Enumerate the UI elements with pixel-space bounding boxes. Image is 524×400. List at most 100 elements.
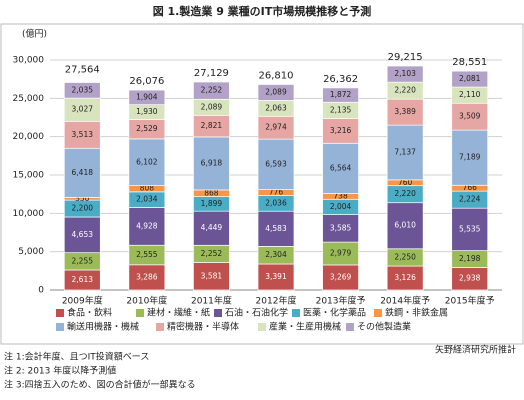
legend-swatch — [156, 323, 164, 331]
x-tick-label: 2013年度予 — [316, 295, 366, 307]
data-label: 2,252 — [201, 249, 223, 258]
data-label: 2,063 — [265, 103, 287, 112]
bar-segment — [386, 202, 424, 250]
legend-label: 産業・生産用機械 — [269, 321, 341, 333]
bar-segment — [451, 70, 489, 88]
legend-swatch — [136, 309, 144, 317]
legend-label: 建材・繊維・紙 — [147, 307, 210, 319]
data-label: 2,089 — [265, 87, 287, 96]
data-label: 2,821 — [201, 121, 223, 130]
legend-label: 医薬・化学薬品 — [303, 307, 366, 319]
data-label: 2,034 — [136, 195, 158, 204]
data-label: 2,304 — [265, 250, 287, 259]
data-label: 808 — [140, 184, 155, 193]
total-label: 26,362 — [323, 74, 358, 85]
data-label: 868 — [204, 188, 219, 197]
data-label: 2,035 — [72, 85, 94, 94]
bar-segment — [386, 65, 424, 83]
total-label: 27,564 — [65, 65, 100, 76]
data-label: 3,286 — [136, 272, 158, 281]
bar-segment — [63, 82, 101, 99]
legend-label: 食品・飲料 — [67, 307, 112, 319]
data-label: 350 — [75, 194, 90, 203]
data-label: 4,583 — [265, 224, 287, 233]
chart-title: 図 1.製造業 9 業種のIT市場規模推移と予測 — [153, 4, 372, 18]
bar-segment — [128, 89, 166, 106]
data-label: 3,389 — [394, 107, 416, 116]
legend-swatch — [56, 309, 64, 317]
bar-segment — [322, 118, 359, 144]
data-label: 2,110 — [459, 90, 481, 99]
data-label: 3,509 — [459, 112, 481, 121]
data-label: 7,189 — [459, 153, 481, 162]
bar-segment — [63, 120, 101, 149]
data-label: 3,216 — [330, 126, 352, 135]
data-label: 2,938 — [459, 274, 481, 283]
note: 注 3:四捨五入のため、図の合計値が一部異なる — [4, 379, 196, 391]
data-label: 2,224 — [459, 195, 481, 204]
data-label: 1,899 — [201, 199, 223, 208]
data-label: 3,581 — [201, 271, 223, 280]
data-label: 2,103 — [394, 69, 416, 78]
bar-segment — [257, 138, 295, 190]
bar-segment — [257, 210, 295, 247]
data-label: 6,418 — [72, 168, 94, 177]
bar-segment — [193, 136, 230, 191]
legend-swatch — [214, 309, 222, 317]
data-label: 3,126 — [394, 273, 416, 282]
data-label: 6,593 — [265, 159, 287, 168]
bar-segment — [451, 129, 489, 186]
total-label: 26,076 — [129, 76, 164, 87]
data-label: 6,564 — [330, 163, 352, 172]
data-label: 1,872 — [330, 90, 352, 99]
y-tick-label: 15,000 — [13, 171, 45, 181]
y-tick-label: 10,000 — [13, 209, 45, 219]
bar-segment — [193, 81, 230, 100]
x-tick-label: 2014年度予 — [380, 295, 430, 307]
data-label: 766 — [463, 183, 478, 192]
data-label: 2,198 — [459, 254, 481, 263]
data-label: 2,979 — [330, 249, 352, 258]
note: 注 1:会計年度、且つIT投資額ベース — [4, 351, 149, 363]
bar-segment — [193, 262, 230, 291]
y-tick-label: 5,000 — [18, 247, 44, 257]
legend-swatch — [258, 323, 266, 331]
data-label: 2,036 — [265, 198, 287, 207]
data-label: 2,255 — [72, 256, 94, 265]
legend-label: 石油・石油化学 — [225, 307, 288, 319]
total-label: 28,551 — [452, 57, 487, 68]
y-tick-label: 20,000 — [13, 132, 45, 142]
legend-label: その他製造業 — [357, 321, 411, 333]
source: 矢野経済研究所推計 — [435, 344, 516, 356]
y-tick-label: 30,000 — [13, 56, 45, 66]
bar-segment — [322, 142, 359, 194]
data-label: 738 — [333, 191, 348, 200]
data-label: 2,555 — [136, 250, 158, 259]
data-label: 2,004 — [330, 202, 352, 211]
data-label: 2,089 — [201, 102, 223, 111]
y-tick-label: 0 — [38, 286, 44, 296]
bar-segment — [63, 216, 101, 254]
x-tick-label: 2011年度 — [191, 295, 232, 307]
x-tick-label: 2015年度予 — [445, 295, 495, 307]
bar-segment — [386, 124, 424, 181]
legend-swatch — [56, 323, 64, 331]
bar-segment — [63, 147, 101, 198]
legend-label: 鉄鋼・非鉄金属 — [385, 307, 448, 319]
data-label: 1,930 — [136, 107, 158, 116]
data-label: 2,220 — [394, 189, 416, 198]
data-label: 3,585 — [330, 223, 352, 232]
data-label: 4,928 — [136, 221, 158, 230]
bar-segment — [322, 87, 359, 103]
data-label: 4,653 — [72, 230, 94, 239]
legend-label: 精密機器・半導体 — [167, 321, 239, 333]
y-tick-label: 25,000 — [13, 94, 45, 104]
x-tick-label: 2010年度 — [126, 295, 167, 307]
data-label: 6,918 — [201, 158, 223, 167]
data-label: 2,200 — [72, 204, 94, 213]
data-label: 1,904 — [136, 92, 158, 101]
data-label: 4,449 — [201, 223, 223, 232]
data-label: 7,137 — [394, 148, 416, 157]
data-label: 6,102 — [136, 157, 158, 166]
